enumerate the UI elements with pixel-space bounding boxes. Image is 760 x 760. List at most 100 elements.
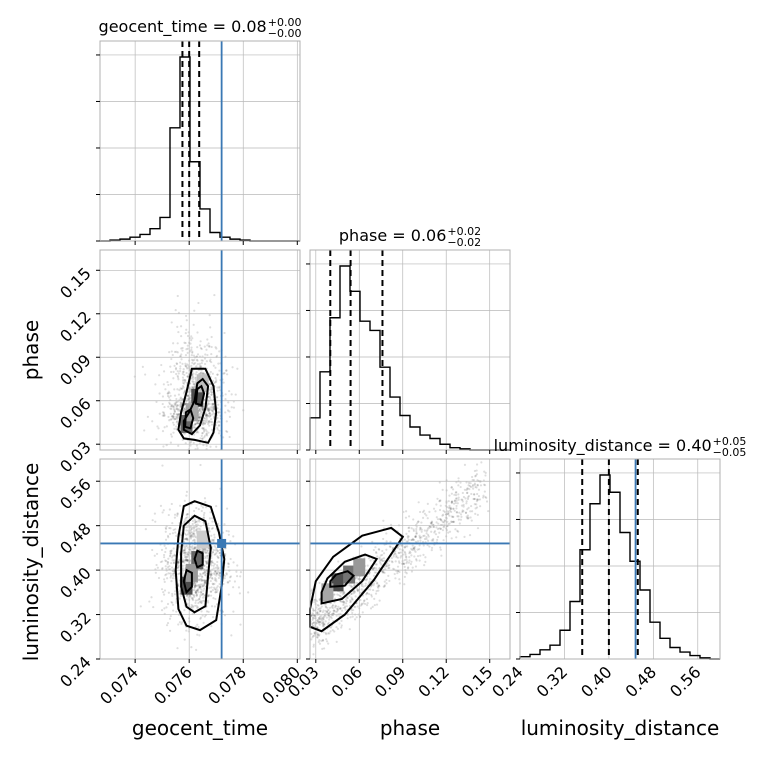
sample-point (171, 572, 174, 576)
sample-point (172, 423, 175, 426)
sample-point (177, 564, 180, 567)
sample-point (187, 559, 190, 562)
sample-point (333, 597, 337, 600)
sample-point (169, 407, 172, 410)
sample-point (457, 477, 460, 480)
sample-point (211, 407, 214, 410)
sample-point (178, 370, 182, 373)
sample-point (165, 606, 168, 609)
sample-point (199, 463, 202, 467)
sample-point (195, 648, 198, 651)
sample-point (194, 373, 197, 376)
sample-point (316, 633, 320, 636)
sample-point (200, 577, 203, 581)
sample-point (411, 566, 414, 569)
sample-point (211, 527, 214, 530)
sample-point (204, 548, 207, 551)
sample-point (203, 579, 206, 582)
sample-point (184, 545, 187, 548)
x-tick-label-luminosity_distance: 0.32 (533, 662, 572, 701)
sample-point (442, 509, 445, 512)
sample-point (228, 576, 232, 579)
sample-point (181, 371, 185, 374)
sample-point (383, 585, 386, 588)
sample-point (193, 362, 197, 365)
sample-point (164, 388, 167, 391)
sample-point (393, 572, 396, 576)
sample-point (396, 546, 399, 550)
sample-point (177, 559, 180, 562)
sample-point (203, 571, 206, 574)
sample-point (427, 527, 430, 530)
sample-point (168, 351, 171, 354)
sample-point (214, 549, 217, 552)
sample-point (416, 522, 419, 525)
sample-point (432, 525, 435, 528)
sample-point (297, 617, 299, 619)
sample-point (168, 391, 171, 395)
sample-point (214, 346, 217, 349)
sample-point (193, 526, 196, 529)
sample-point (200, 590, 203, 593)
sample-point (209, 590, 212, 593)
sample-point (305, 631, 307, 633)
sample-point (179, 355, 182, 358)
density-cell-luminosity_distance_vs_phase-1 (343, 565, 356, 584)
sample-point (375, 567, 378, 570)
sample-point (205, 433, 208, 436)
sample-point (196, 421, 199, 425)
sample-point (166, 602, 170, 606)
sample-point (352, 608, 355, 612)
sample-point (388, 579, 391, 583)
sample-point (169, 550, 172, 553)
sample-point (459, 481, 462, 484)
sample-point (467, 506, 470, 509)
sample-point (207, 421, 210, 424)
sample-point (396, 565, 400, 568)
sample-point (464, 511, 468, 514)
sample-point (202, 423, 205, 426)
sample-point (207, 419, 210, 423)
sample-point (206, 408, 209, 411)
sample-point (191, 597, 194, 601)
sample-point (312, 635, 315, 638)
sample-point (158, 392, 161, 395)
sample-point (458, 511, 461, 514)
sample-point (208, 344, 211, 348)
sample-point (302, 618, 304, 620)
sample-point (197, 416, 200, 420)
sample-point (174, 417, 177, 421)
sample-point (179, 405, 182, 408)
sample-point (338, 607, 342, 610)
sample-point (461, 500, 464, 503)
sample-point (218, 571, 221, 574)
sample-point (476, 498, 479, 501)
sample-point (215, 396, 218, 399)
sample-point (195, 506, 198, 510)
sample-point (210, 405, 213, 408)
sample-point (474, 474, 478, 477)
sample-point (359, 591, 362, 594)
sample-point (483, 484, 487, 487)
sample-point (199, 586, 202, 589)
sample-point (170, 405, 173, 408)
sample-point (223, 523, 226, 526)
sample-point (348, 594, 351, 598)
sample-point (379, 558, 382, 561)
sample-point (199, 600, 202, 603)
sample-point (204, 417, 207, 420)
sample-point (193, 521, 196, 524)
sample-point (166, 394, 170, 398)
sample-point (186, 602, 189, 605)
sample-point (167, 405, 170, 408)
sample-point (176, 388, 179, 391)
sample-point (171, 577, 175, 580)
sample-point (205, 554, 209, 557)
sample-point (193, 538, 196, 541)
sample-point (194, 582, 197, 585)
sample-point (210, 540, 213, 543)
sample-point (204, 579, 207, 582)
sample-point (439, 518, 443, 521)
contour-luminosity_distance_vs_phase-1 (320, 553, 379, 605)
sample-point (164, 527, 168, 531)
